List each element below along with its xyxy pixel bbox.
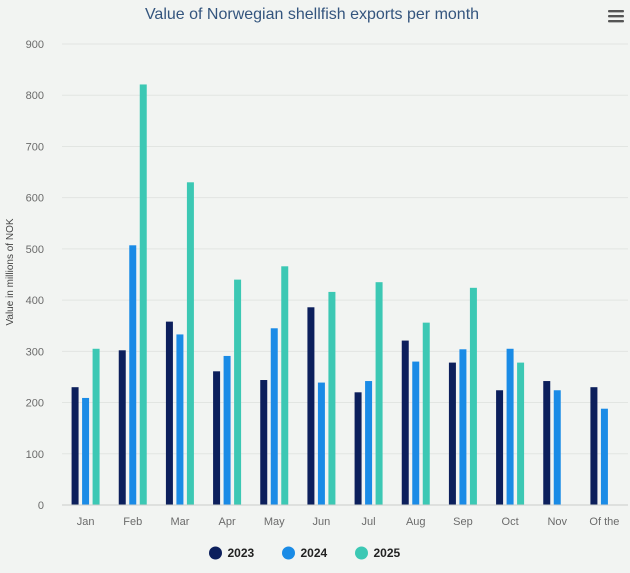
y-tick-label: 200: [26, 398, 44, 410]
bar-2025-aug: [422, 322, 430, 505]
x-tick-label: Mar: [170, 516, 189, 528]
bar-2025-feb: [139, 84, 147, 506]
legend-label: 2024: [301, 546, 328, 560]
legend: 2023 2024 2025: [209, 546, 401, 560]
bar-2025-may: [281, 266, 289, 505]
bars: [71, 84, 608, 506]
x-tick-label: Apr: [219, 516, 236, 528]
x-tick-label: May: [264, 516, 285, 528]
legend-swatch: [282, 546, 295, 560]
legend-item-2024[interactable]: 2024: [282, 546, 328, 560]
bar-2023-jun: [307, 307, 315, 505]
y-axis-ticks: 0 100 200 300 400 500 600 700 800 900: [26, 39, 44, 512]
legend-label: 2023: [228, 546, 255, 560]
bar-2023-nov: [543, 381, 551, 505]
bar-2024-jul: [365, 381, 373, 505]
y-axis-label: Value in millions of NOK: [5, 218, 16, 325]
bar-2023-aug: [401, 340, 409, 505]
grid-lines: [62, 43, 628, 455]
bar-2023-oct: [496, 390, 504, 505]
menu-button[interactable]: [606, 8, 626, 26]
legend-swatch: [355, 546, 368, 560]
legend-item-2023[interactable]: 2023: [209, 546, 255, 560]
x-tick-label: Jun: [313, 516, 331, 528]
bar-2024-apr: [223, 355, 231, 505]
bar-2025-oct: [517, 362, 525, 505]
y-tick-label: 800: [26, 90, 44, 102]
y-tick-label: 100: [26, 449, 44, 461]
bar-2024-oct: [506, 348, 514, 505]
y-tick-label: 900: [26, 39, 44, 51]
x-tick-label: Jan: [77, 516, 95, 528]
bar-2025-jun: [328, 291, 336, 505]
bar-2025-jul: [375, 282, 383, 505]
bar-2024-jun: [317, 382, 325, 505]
bar-2024-mar: [176, 334, 184, 505]
bar-2023-jul: [354, 392, 362, 505]
bar-2024-feb: [129, 245, 137, 505]
bar-2024-may: [270, 328, 278, 505]
x-tick-label: Nov: [547, 516, 567, 528]
legend-item-2025[interactable]: 2025: [355, 546, 401, 560]
bar-2025-apr: [234, 279, 242, 505]
x-axis-ticks: Jan Feb Mar Apr May Jun Jul Aug Sep Oct Nov Of the: [77, 516, 620, 528]
chart-title: Value of Norwegian shellfish exports per…: [145, 6, 479, 23]
legend-label: 2025: [374, 546, 401, 560]
x-tick-label: Aug: [406, 516, 426, 528]
y-tick-label: 600: [26, 193, 44, 205]
bar-2025-mar: [186, 182, 194, 506]
y-tick-label: 700: [26, 141, 44, 153]
x-tick-label: Oct: [502, 516, 519, 528]
bar-2023-may: [260, 380, 268, 505]
y-tick-label: 400: [26, 295, 44, 307]
x-tick-label: Feb: [123, 516, 142, 528]
y-tick-label: 0: [38, 500, 44, 512]
bar-2024-jan: [82, 397, 90, 505]
bar-2023-jan: [71, 387, 79, 505]
bar-2024-aug: [412, 361, 420, 505]
hamburger-menu-icon: [608, 10, 624, 23]
bar-2023-feb: [118, 350, 126, 505]
x-tick-label: Sep: [453, 516, 473, 528]
bar-2024-of-the: [600, 408, 608, 505]
bar-2024-nov: [553, 390, 561, 505]
bar-2024-sep: [459, 349, 467, 505]
bar-2023-sep: [448, 362, 456, 505]
y-tick-label: 300: [26, 346, 44, 358]
bar-2025-jan: [92, 348, 100, 505]
x-tick-label: Of the: [589, 516, 619, 528]
x-tick-label: Jul: [362, 516, 376, 528]
bar-2025-sep: [469, 287, 477, 505]
bar-2023-apr: [213, 371, 221, 505]
y-tick-label: 500: [26, 244, 44, 256]
legend-swatch: [209, 546, 222, 560]
bar-2023-of-the: [590, 387, 598, 505]
bar-2023-mar: [165, 321, 173, 505]
